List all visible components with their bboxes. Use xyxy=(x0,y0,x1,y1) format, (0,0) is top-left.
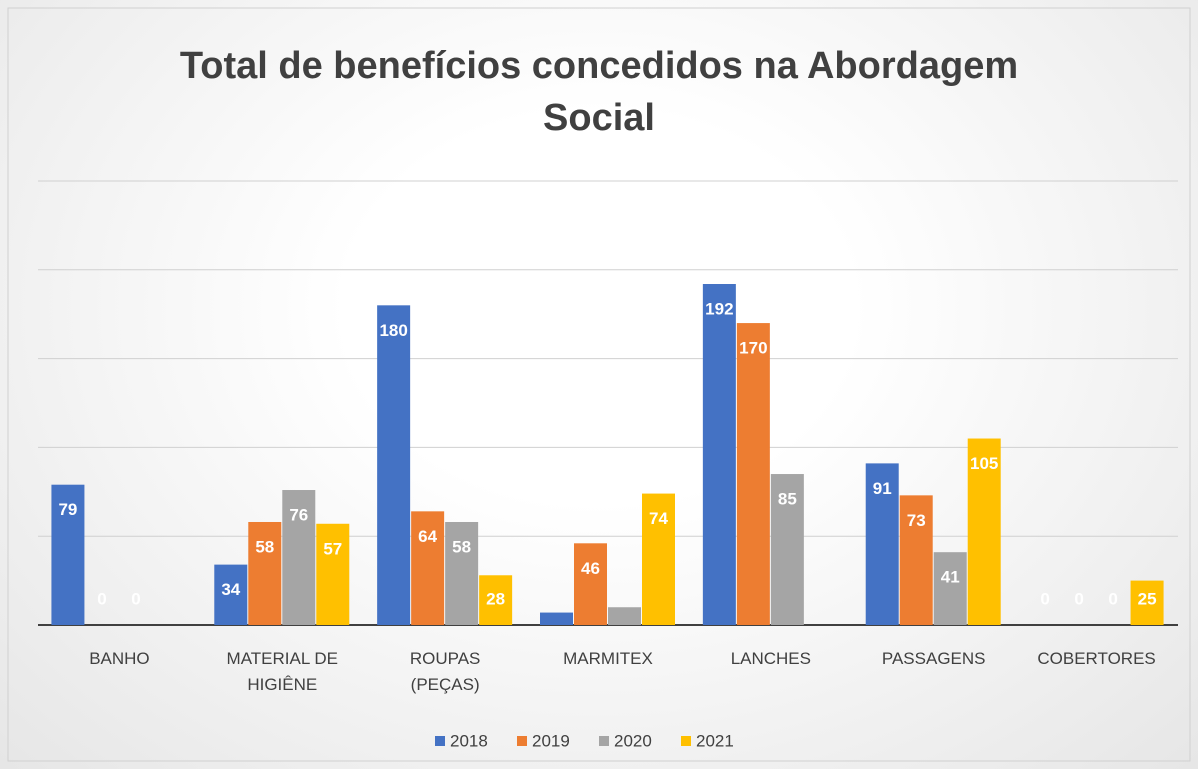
bar xyxy=(540,612,573,625)
data-label: 0 xyxy=(1040,589,1049,608)
data-label: 170 xyxy=(739,339,767,358)
data-label: 192 xyxy=(705,299,733,318)
bar xyxy=(316,523,350,625)
data-label: 34 xyxy=(221,580,240,599)
bar xyxy=(411,511,445,625)
title-box: Total de benefícios concedidos na Aborda… xyxy=(179,45,1019,139)
data-label: 0 xyxy=(1108,589,1117,608)
bar xyxy=(1130,580,1164,625)
x-tick-label: ROUPAS (PEÇAS) xyxy=(409,649,481,694)
bar xyxy=(574,543,607,625)
bar xyxy=(608,607,641,625)
bar xyxy=(736,323,770,625)
x-tick-label: MARMITEX xyxy=(563,649,653,668)
legend-label: 2021 xyxy=(696,731,734,750)
data-label: 46 xyxy=(581,559,600,578)
bar xyxy=(770,474,804,625)
data-label: 25 xyxy=(1138,589,1157,608)
x-tick-label: COBERTORES xyxy=(1037,649,1156,668)
chart-border xyxy=(7,7,1191,762)
legend-label: 2018 xyxy=(450,731,488,750)
bar xyxy=(51,484,85,625)
data-label: 91 xyxy=(873,479,892,498)
bar xyxy=(702,284,736,625)
bar xyxy=(248,521,282,625)
legend-label: 2019 xyxy=(532,731,570,750)
data-label: 105 xyxy=(970,454,998,473)
data-label: 76 xyxy=(289,506,308,525)
data-label: 79 xyxy=(58,500,77,519)
legend-swatch xyxy=(681,736,691,746)
bar xyxy=(282,490,316,625)
data-label: 180 xyxy=(379,321,407,340)
bar xyxy=(377,305,411,625)
x-tick-label: PASSAGENS xyxy=(881,649,986,668)
data-label: 41 xyxy=(941,568,960,587)
bar xyxy=(445,521,479,625)
bar xyxy=(933,552,967,625)
data-label: 64 xyxy=(418,527,437,546)
x-tick-label: LANCHES xyxy=(730,649,811,668)
legend-swatch xyxy=(435,736,445,746)
data-label: 58 xyxy=(255,537,274,556)
bar xyxy=(214,564,248,625)
bar xyxy=(479,575,513,625)
legend-label: 2020 xyxy=(614,731,652,750)
data-label: 0 xyxy=(131,589,140,608)
bar xyxy=(967,438,1001,625)
bar xyxy=(865,463,899,625)
data-label: 58 xyxy=(452,537,471,556)
legend-swatch xyxy=(517,736,527,746)
data-label: 85 xyxy=(778,490,797,509)
x-tick-label: MATERIAL DE HIGIÊNE xyxy=(226,649,339,694)
data-label: 0 xyxy=(1074,589,1083,608)
data-label: 0 xyxy=(97,589,106,608)
data-label: 74 xyxy=(649,509,668,528)
chart-title: Total de benefícios concedidos na Aborda… xyxy=(179,45,1019,139)
x-tick-label: BANHO xyxy=(89,649,150,668)
bar xyxy=(899,495,933,625)
legend-swatch xyxy=(599,736,609,746)
bar xyxy=(642,493,675,625)
data-label: 57 xyxy=(323,539,342,558)
data-label: 28 xyxy=(486,589,505,608)
data-label: 73 xyxy=(907,511,926,530)
